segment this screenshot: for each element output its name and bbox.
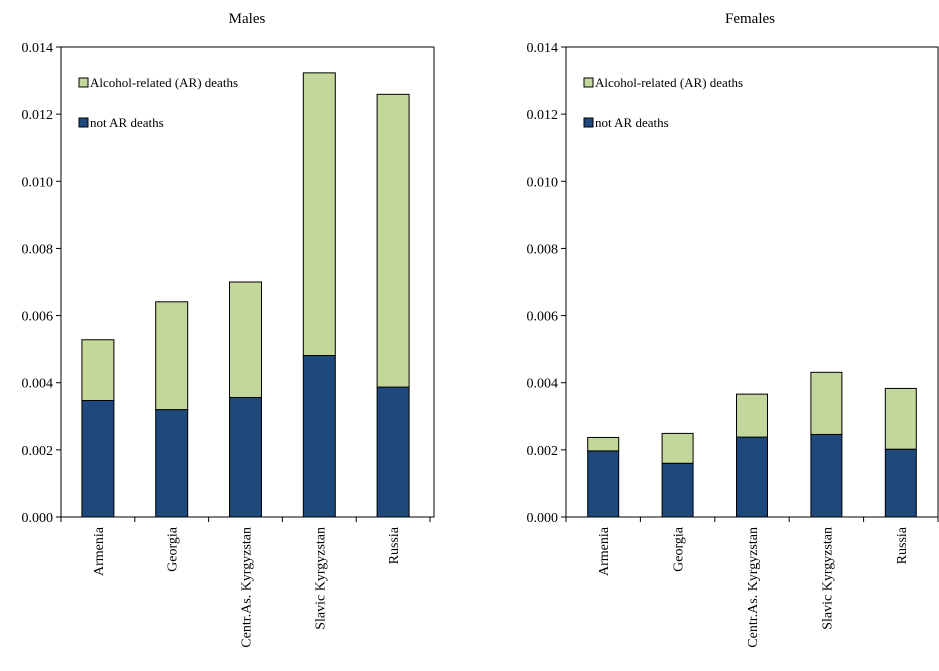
bar-alcohol-related-ar-deaths-armenia xyxy=(81,339,115,402)
bar-not-ar-deaths-russia xyxy=(376,386,410,518)
bar-alcohol-related-ar-deaths-centr-as-kyrgyzstan xyxy=(229,281,262,398)
x-tick-label: Centr.As. Kyrgyzstan xyxy=(240,527,255,648)
legend-swatch xyxy=(583,77,594,88)
y-tick-label: 0.000 xyxy=(22,511,54,526)
legend-label: Alcohol-related (AR) deaths xyxy=(90,75,238,90)
legend-item-alcohol-related-ar-deaths: Alcohol-related (AR) deaths xyxy=(78,75,238,90)
bar-alcohol-related-ar-deaths-slavic-kyrgyzstan xyxy=(302,72,336,357)
y-tick-label: 0.008 xyxy=(527,242,559,257)
bar-alcohol-related-ar-deaths-armenia xyxy=(587,436,620,452)
y-tick-label: 0.000 xyxy=(527,511,559,526)
y-tick-label: 0.008 xyxy=(22,242,54,257)
y-tick-label: 0.006 xyxy=(22,310,54,325)
y-tick-label: 0.004 xyxy=(527,377,559,392)
x-tick-label: Russia xyxy=(387,526,402,564)
x-tick-label: Slavic Kyrgyzstan xyxy=(313,527,328,630)
bar-alcohol-related-ar-deaths-russia xyxy=(376,93,410,388)
x-tick-label: Georgia xyxy=(166,526,181,572)
bar-alcohol-related-ar-deaths-centr-as-kyrgyzstan xyxy=(736,393,768,438)
y-tick-label: 0.004 xyxy=(22,377,54,392)
y-tick-label: 0.014 xyxy=(527,41,559,56)
bar-not-ar-deaths-georgia xyxy=(155,409,189,518)
bar-not-ar-deaths-armenia xyxy=(81,400,115,518)
x-tick-label: Russia xyxy=(895,526,910,564)
legend-item-not-ar-deaths: not AR deaths xyxy=(78,115,164,130)
x-tick-label: Armenia xyxy=(597,526,612,576)
legend-item-alcohol-related-ar-deaths: Alcohol-related (AR) deaths xyxy=(583,75,743,90)
bar-not-ar-deaths-armenia xyxy=(587,450,620,518)
x-tick-label: Slavic Kyrgyzstan xyxy=(820,527,835,630)
bar-not-ar-deaths-slavic-kyrgyzstan xyxy=(302,355,336,518)
y-tick-label: 0.002 xyxy=(22,444,54,459)
y-tick-label: 0.002 xyxy=(527,444,559,459)
y-tick-label: 0.012 xyxy=(527,108,559,123)
bar-not-ar-deaths-georgia xyxy=(661,462,694,518)
bar-alcohol-related-ar-deaths-slavic-kyrgyzstan xyxy=(810,371,843,435)
y-tick-label: 0.012 xyxy=(22,108,54,123)
bar-not-ar-deaths-centr-as-kyrgyzstan xyxy=(736,436,768,518)
x-tick-label: Georgia xyxy=(672,526,687,572)
bar-not-ar-deaths-centr-as-kyrgyzstan xyxy=(229,396,262,518)
chart-title: Females xyxy=(725,11,775,27)
bar-not-ar-deaths-slavic-kyrgyzstan xyxy=(810,433,843,518)
chart-title: Males xyxy=(229,11,266,27)
bar-not-ar-deaths-russia xyxy=(884,448,917,518)
y-tick-label: 0.010 xyxy=(527,175,559,190)
bar-alcohol-related-ar-deaths-georgia xyxy=(155,301,189,411)
bar-alcohol-related-ar-deaths-georgia xyxy=(661,432,694,464)
x-tick-label: Armenia xyxy=(92,526,107,576)
legend-swatch xyxy=(583,117,594,128)
legend-label: not AR deaths xyxy=(595,115,669,130)
legend-swatch xyxy=(78,117,89,128)
x-tick-label: Centr.As. Kyrgyzstan xyxy=(746,527,761,648)
bar-alcohol-related-ar-deaths-russia xyxy=(884,387,917,450)
chart-panel-females: Females 0.000 0.002 0.004 0.006 0.008 0.010 0.0… xyxy=(527,11,939,648)
legend-label: not AR deaths xyxy=(90,115,164,130)
y-tick-label: 0.010 xyxy=(22,175,54,190)
legend-label: Alcohol-related (AR) deaths xyxy=(595,75,743,90)
legend-swatch xyxy=(78,77,89,88)
chart-panel-males: Males 0.000 0.002 0.004 0.006 0.008 0.010 0.012… xyxy=(22,11,435,648)
y-tick-label: 0.006 xyxy=(527,310,559,325)
legend-item-not-ar-deaths: not AR deaths xyxy=(583,115,669,130)
y-tick-label: 0.014 xyxy=(22,41,54,56)
